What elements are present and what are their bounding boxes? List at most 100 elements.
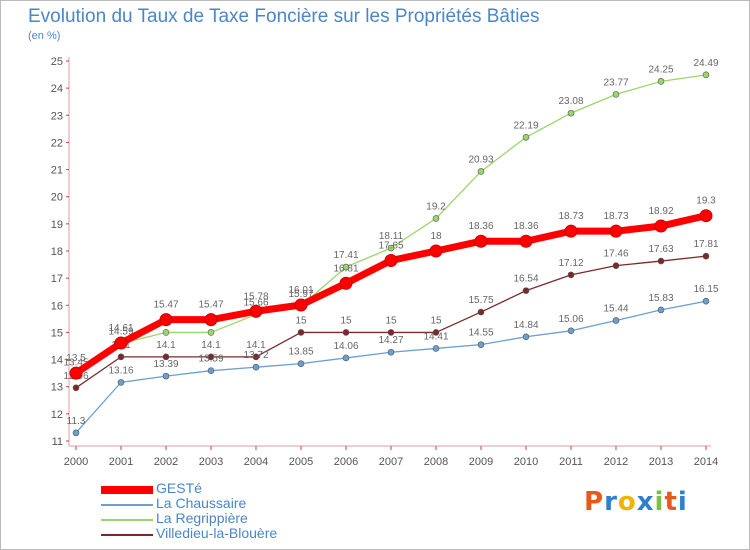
data-label: 14.1	[201, 340, 221, 351]
data-label: 16.81	[333, 263, 358, 274]
data-point	[297, 329, 305, 336]
data-point	[609, 224, 623, 238]
y-tick-label: 23	[51, 110, 63, 122]
x-tick-label: 2003	[199, 456, 223, 468]
y-tick-label: 14	[51, 355, 63, 367]
y-tick-label: 11	[52, 436, 63, 448]
data-label: 18.11	[379, 231, 404, 242]
data-point	[72, 384, 80, 392]
data-point	[522, 287, 530, 294]
data-label: 18.92	[648, 206, 673, 217]
data-label: 24.25	[648, 64, 673, 75]
data-label: 23.08	[558, 96, 583, 107]
y-tick-label: 21	[51, 165, 63, 177]
data-label: 20.93	[468, 154, 493, 165]
data-point	[387, 348, 395, 356]
data-label: 13.59	[198, 354, 223, 365]
x-tick-label: 2013	[649, 456, 673, 468]
data-point	[162, 372, 170, 380]
data-point	[654, 219, 668, 233]
data-point	[522, 333, 530, 341]
data-point	[159, 313, 173, 327]
data-label: 16.15	[693, 284, 718, 295]
data-label: 24.49	[693, 58, 718, 69]
data-label: 17.81	[693, 239, 718, 250]
data-label: 13.85	[288, 347, 313, 358]
x-tick-label: 2005	[289, 456, 313, 468]
data-point	[474, 234, 488, 248]
data-point	[117, 353, 125, 361]
y-tick-label: 19	[51, 219, 63, 231]
data-point	[114, 336, 128, 350]
data-point	[342, 329, 350, 336]
data-label: 14.59	[108, 327, 133, 338]
data-point	[657, 257, 665, 265]
data-point	[429, 244, 443, 258]
data-point	[69, 366, 83, 380]
data-point	[162, 353, 170, 361]
data-label: 15.66	[243, 298, 268, 309]
data-point	[342, 263, 350, 271]
data-label: 17.63	[648, 244, 673, 255]
data-point	[207, 367, 215, 375]
y-tick-label: 22	[51, 137, 63, 149]
x-tick-label: 2007	[379, 456, 403, 468]
data-point	[384, 254, 398, 267]
data-label: 18.73	[558, 211, 583, 222]
data-point	[339, 276, 353, 290]
legend-label: La Chaussaire	[156, 495, 247, 511]
legend-label: Villedieu-la-Blouère	[156, 525, 278, 541]
data-label: 15	[385, 315, 397, 326]
data-point	[252, 363, 260, 371]
data-label: 14.1	[156, 340, 176, 351]
data-point	[567, 327, 575, 335]
data-point	[519, 234, 533, 248]
y-tick-label: 15	[51, 327, 63, 339]
x-tick-label: 2006	[334, 456, 358, 468]
x-tick-label: 2001	[109, 456, 133, 468]
data-label: 13.39	[153, 359, 178, 370]
y-tick-label: 18	[51, 246, 63, 258]
data-label: 15.44	[603, 303, 628, 314]
y-tick-label: 13	[51, 382, 63, 394]
data-label: 15.97	[288, 289, 313, 300]
data-point	[432, 215, 440, 222]
data-label: 15.47	[198, 300, 223, 311]
data-label: 18	[430, 231, 442, 242]
data-label: 15.75	[468, 295, 493, 306]
data-point	[252, 353, 260, 361]
data-label: 17.46	[603, 249, 628, 260]
legend-label: GESTé	[156, 480, 202, 496]
data-label: 15.06	[558, 314, 583, 325]
data-label: 11.3	[67, 416, 86, 427]
data-label: 14.06	[333, 341, 358, 352]
data-point	[657, 78, 665, 85]
legend-label: La Regrippière	[156, 510, 248, 526]
y-tick-label: 25	[51, 56, 63, 68]
data-label: 15	[295, 315, 307, 326]
data-label: 18.36	[468, 221, 493, 232]
data-label: 13.5	[66, 353, 86, 364]
y-tick-label: 17	[51, 273, 63, 285]
data-point	[702, 71, 710, 79]
data-label: 16.54	[513, 274, 538, 285]
legend-swatch	[101, 534, 153, 536]
data-label: 13.72	[243, 350, 268, 361]
data-label: 13.16	[108, 365, 133, 376]
data-point	[612, 91, 620, 98]
x-tick-label: 2009	[469, 456, 493, 468]
data-label: 23.77	[603, 77, 628, 88]
legend-swatch	[101, 486, 153, 494]
data-point	[204, 313, 218, 327]
data-point	[612, 262, 620, 269]
y-tick-label: 20	[51, 192, 63, 204]
data-label: 14.55	[468, 328, 493, 339]
data-label: 17.65	[378, 241, 403, 252]
data-point	[294, 298, 308, 312]
proxiti-logo: Proxiti	[584, 487, 688, 517]
data-point	[72, 429, 80, 437]
data-point	[477, 308, 485, 316]
data-point	[207, 353, 215, 361]
data-point	[387, 329, 395, 336]
